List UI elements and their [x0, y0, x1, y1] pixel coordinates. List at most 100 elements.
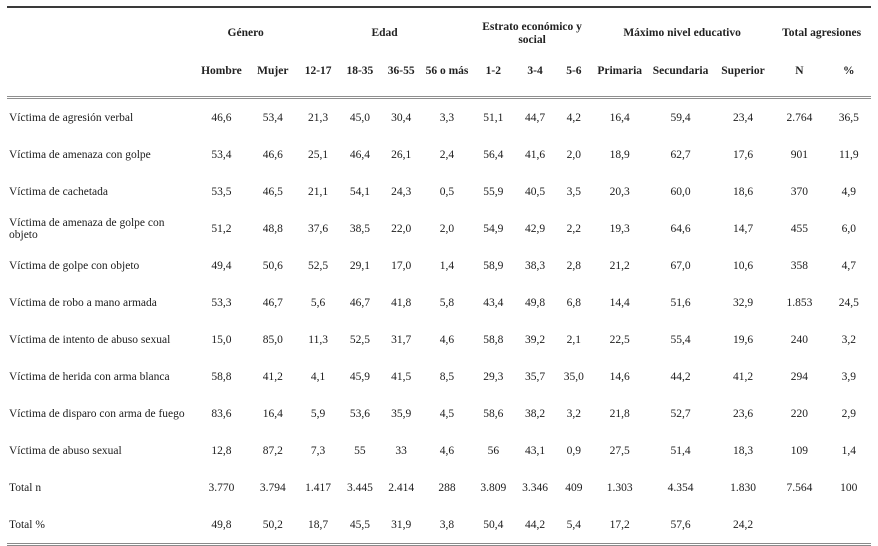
table-cell: 45,0	[349, 111, 370, 124]
table-cell: 3,5	[566, 185, 582, 198]
table-cell: 31,9	[391, 518, 412, 531]
table-cell: 40,5	[525, 185, 546, 198]
table-cell: 53,4	[211, 148, 232, 161]
column-group-row: Género Edad Estrato económico y social Máxi…	[7, 7, 871, 54]
table-row: Víctima de abuso sexual 12,8 87,2 7,3 55 33 4,…	[7, 432, 871, 469]
table-cell: 23,6	[732, 407, 754, 420]
table-cell: 4.354	[667, 481, 694, 494]
table-cell: 46,6	[211, 111, 232, 124]
table-cell: 109	[790, 444, 809, 457]
table-cell: 22,5	[609, 333, 630, 346]
table-row: Víctima de disparo con arma de fuego 83,6…	[7, 395, 871, 432]
table-cell: 1.853	[786, 296, 813, 309]
table-cell: 53,6	[349, 407, 370, 420]
table-cell: 38,5	[349, 222, 370, 235]
row-label: Víctima de disparo con arma de fuego	[9, 407, 185, 420]
row-label: Víctima de amenaza de golpe con objeto	[9, 216, 165, 241]
table-cell: 23,4	[732, 111, 754, 124]
table-cell: 31,7	[391, 333, 412, 346]
table-cell	[772, 506, 826, 545]
table-cell: 53,5	[211, 185, 232, 198]
table-cell: 50,2	[262, 518, 283, 531]
row-label: Total n	[9, 481, 42, 494]
table-cell: 2,8	[566, 259, 582, 272]
table-cell: 58,8	[211, 370, 232, 383]
table-cell: 85,0	[262, 333, 283, 346]
table-cell: 49,8	[211, 518, 232, 531]
table-cell: 44,2	[525, 518, 546, 531]
column-header: Hombre	[194, 54, 249, 99]
column-group-header: Máximo nivel educativo	[623, 27, 741, 40]
table-cell: 58,9	[483, 259, 504, 272]
table-cell: 52,5	[308, 259, 329, 272]
table-cell: 4,6	[439, 444, 455, 457]
table-cell: 100	[840, 481, 858, 494]
row-label: Víctima de herida con arma blanca	[9, 370, 170, 383]
column-header: 36-55	[380, 54, 422, 99]
column-header: N	[772, 54, 827, 99]
table-row: Víctima de amenaza con golpe 53,4 46,6 25,1…	[7, 136, 871, 173]
table-cell: 35,0	[563, 370, 584, 383]
table-cell: 56,4	[483, 148, 504, 161]
table-cell: 1,4	[841, 444, 856, 457]
table-cell: 19,3	[609, 222, 630, 235]
table-cell: 21,2	[609, 259, 630, 272]
table-cell: 2,9	[841, 407, 856, 420]
table-cell: 4,9	[841, 185, 856, 198]
table-cell: 3,2	[566, 407, 582, 420]
table-cell: 1.303	[606, 481, 633, 494]
table-cell: 33	[395, 444, 407, 457]
table-cell: 49,8	[525, 296, 546, 309]
table-cell: 38,3	[525, 259, 546, 272]
table-cell: 10,6	[732, 259, 754, 272]
statistics-table: Género Edad Estrato económico y social Máxi…	[7, 6, 871, 546]
column-group-header: Estrato económico y social	[482, 20, 582, 46]
table-cell: 67,0	[670, 259, 691, 272]
table-cell: 0,9	[566, 444, 582, 457]
table-cell: 12,8	[211, 444, 232, 457]
table-cell: 5,6	[310, 296, 326, 309]
table-cell: 46,7	[349, 296, 370, 309]
table-cell: 370	[790, 185, 809, 198]
table-cell: 46,4	[349, 148, 370, 161]
table-cell: 46,5	[262, 185, 283, 198]
table-cell: 30,4	[391, 111, 412, 124]
table-cell: 3,8	[439, 518, 455, 531]
table-cell: 358	[790, 259, 809, 272]
table-cell: 2,2	[566, 222, 582, 235]
table-row: Total n 3.770 3.794 1.417 3.445 2.414 288 3.809…	[7, 469, 871, 506]
table-cell: 901	[790, 148, 809, 161]
table-cell: 24,5	[838, 296, 859, 309]
table-cell: 38,2	[525, 407, 546, 420]
column-header: 18-35	[339, 54, 381, 99]
table-cell: 55	[354, 444, 366, 457]
table-cell: 4,6	[439, 333, 455, 346]
column-header: Secundaria	[647, 54, 714, 99]
column-header: Primaria	[591, 54, 648, 99]
table-cell: 16,4	[262, 407, 283, 420]
table-cell: 4,1	[310, 370, 326, 383]
table-cell: 51,4	[670, 444, 691, 457]
table-cell: 83,6	[211, 407, 232, 420]
table-cell: 6,8	[566, 296, 582, 309]
table-head: Género Edad Estrato económico y social Máxi…	[7, 7, 871, 99]
table-cell: 35,7	[525, 370, 546, 383]
column-header: %	[826, 54, 871, 99]
table-cell: 25,1	[308, 148, 329, 161]
table-cell: 29,1	[349, 259, 370, 272]
table-cell: 1.830	[730, 481, 756, 494]
table-cell: 50,4	[483, 518, 504, 531]
row-label: Víctima de intento de abuso sexual	[9, 333, 171, 346]
table-cell: 240	[790, 333, 809, 346]
table-cell: 41,2	[732, 370, 754, 383]
table-cell: 46,7	[262, 296, 283, 309]
row-label-column-spacer	[7, 54, 195, 99]
table-cell: 50,6	[262, 259, 283, 272]
column-header: 3-4	[514, 54, 556, 99]
table-cell: 22,0	[391, 222, 412, 235]
column-header: 1-2	[472, 54, 515, 99]
table-cell: 43,4	[483, 296, 504, 309]
table-row: Víctima de herida con arma blanca 58,8 41,…	[7, 358, 871, 395]
table-cell: 44,7	[525, 111, 546, 124]
